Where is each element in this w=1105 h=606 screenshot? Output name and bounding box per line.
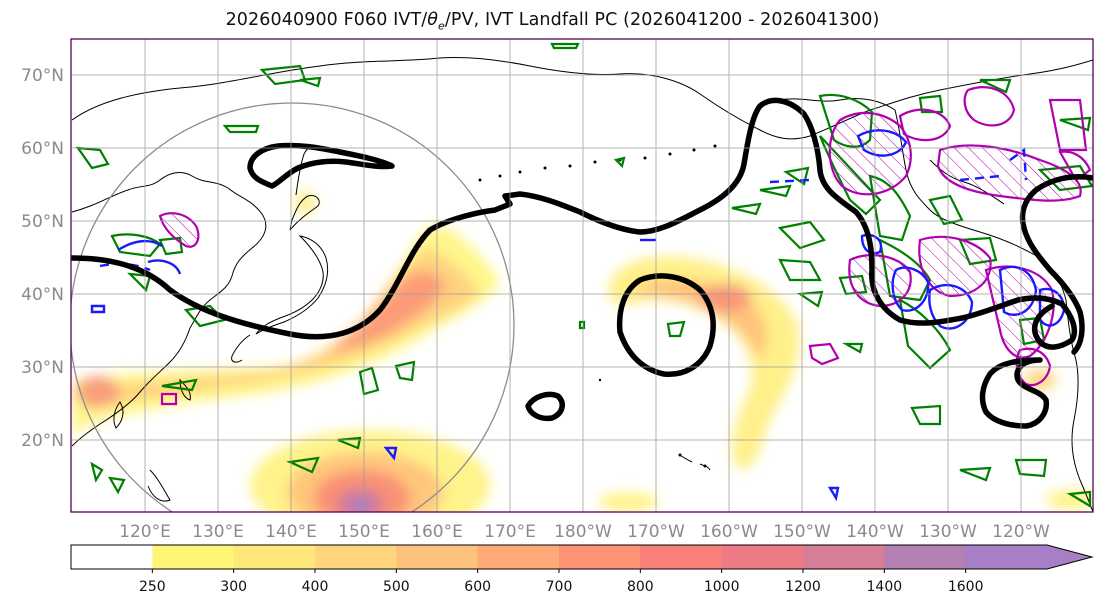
- landfall-circle: [71, 102, 515, 512]
- lat-label: 40°N: [21, 285, 64, 305]
- colorbar-segment: [965, 545, 1048, 569]
- colorbar-segment: [884, 545, 967, 569]
- lon-label: 140°W: [846, 522, 904, 542]
- lon-label: 130°W: [919, 522, 977, 542]
- colorbar-tick-label: 250: [139, 579, 166, 595]
- colorbar-tick-label: 600: [464, 579, 491, 595]
- colorbar-segment: [152, 545, 235, 569]
- ivt-shading: [72, 191, 1093, 512]
- lon-label: 120°E: [119, 522, 171, 542]
- colorbar-segment: [315, 545, 397, 569]
- colorbar-segment: [396, 545, 479, 569]
- chart-title: 2026040900 F060 IVT/θe/PV, IVT Landfall …: [0, 10, 1105, 33]
- aleutian-islands: [478, 144, 717, 468]
- colorbar-segment: [233, 545, 316, 569]
- lon-label: 150°E: [338, 522, 390, 542]
- colorbar-tick-label: 1200: [785, 579, 821, 595]
- colorbar-segment: [803, 545, 885, 569]
- lon-label: 150°W: [773, 522, 831, 542]
- lat-label: 60°N: [21, 139, 64, 159]
- coastlines: [71, 56, 1093, 512]
- graticule: [71, 39, 1093, 512]
- ivt-contours-black: [71, 97, 1093, 429]
- title-theta: θ: [427, 10, 439, 30]
- map-frame: [70, 38, 1094, 513]
- colorbar-outline: [70, 544, 1094, 570]
- lon-label: 170°E: [484, 522, 536, 542]
- colorbar-tick-label: 500: [383, 579, 410, 595]
- colorbar-segment: [640, 545, 723, 569]
- lon-label: 140°E: [265, 522, 317, 542]
- title-theta-sub: e: [438, 19, 445, 33]
- lat-label: 50°N: [21, 212, 64, 232]
- longitude-labels: 120°E 130°E 140°E 150°E 160°E 170°E 180°W 170°W…: [119, 522, 1050, 542]
- lon-label: 180°W: [554, 522, 612, 542]
- lat-label: 70°N: [21, 66, 64, 86]
- lon-label: 130°E: [192, 522, 244, 542]
- lon-label: 160°W: [700, 522, 758, 542]
- colorbar-tick-label: 300: [220, 579, 247, 595]
- colorbar-tick-label: 1600: [948, 579, 984, 595]
- title-suffix: /PV, IVT Landfall PC (2026041200 - 20260…: [444, 10, 880, 30]
- colorbar-tick-label: 1000: [704, 579, 740, 595]
- lon-label: 120°W: [992, 522, 1050, 542]
- colorbar-segment: [559, 545, 641, 569]
- pv-blue-contours: [90, 129, 1066, 502]
- lon-label: 170°W: [627, 522, 685, 542]
- colorbar-tick-label: 700: [546, 579, 573, 595]
- lon-label: 160°E: [411, 522, 463, 542]
- colorbar-segment: [71, 545, 153, 569]
- colorbar-tick-label: 1400: [867, 579, 903, 595]
- colorbar-extend-arrow: [1047, 545, 1092, 569]
- colorbar-tick-label: 400: [302, 579, 329, 595]
- colorbar: 250 300 400 500 600 700 800 1000 1200 1400 1600: [70, 544, 1094, 595]
- colorbar-tick-label: 800: [627, 579, 654, 595]
- lat-label: 20°N: [21, 431, 64, 451]
- colorbar-segment: [477, 545, 560, 569]
- title-prefix: 2026040900 F060 IVT/: [225, 10, 428, 30]
- lat-label: 30°N: [21, 358, 64, 378]
- colorbar-segment: [721, 545, 804, 569]
- latitude-labels: 70°N 60°N 50°N 40°N 30°N 20°N: [21, 66, 64, 451]
